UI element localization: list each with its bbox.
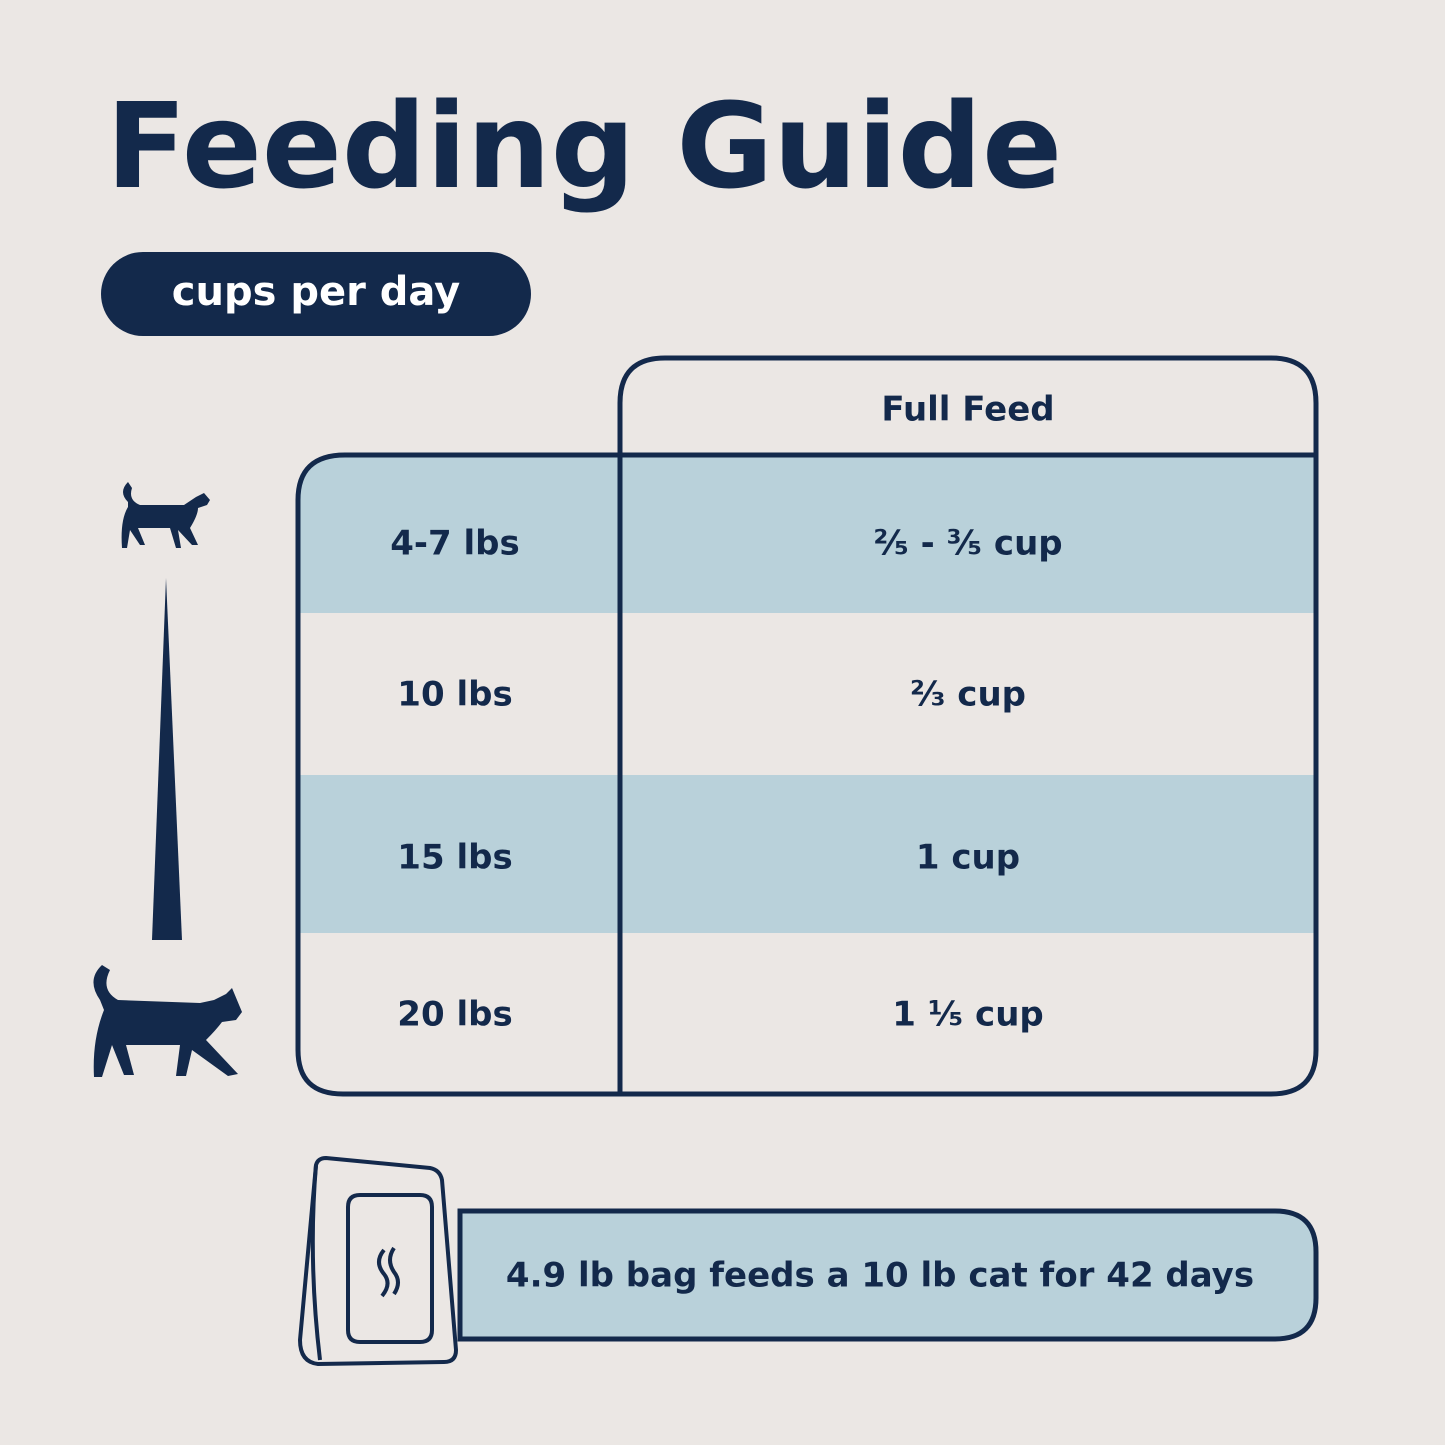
- amount-cell: 1 cup: [916, 838, 1020, 878]
- row-band: [298, 775, 1316, 933]
- amount-cell: ²⁄₃ cup: [910, 675, 1026, 715]
- large-cat: [93, 965, 242, 1077]
- badge: [101, 252, 531, 336]
- weight-cell: 4-7 lbs: [390, 524, 520, 564]
- bag-icon: [298, 1156, 458, 1366]
- weight-cell: 10 lbs: [397, 675, 512, 715]
- small-cat: [121, 482, 210, 548]
- footer-note: 4.9 lb bag feeds a 10 lb cat for 42 days: [506, 1256, 1254, 1296]
- size-wedge: [152, 578, 182, 940]
- footer-box: [457, 1208, 1319, 1342]
- badge-text: cups per day: [172, 269, 460, 315]
- table-border: [295, 452, 1319, 1097]
- weight-cell: 20 lbs: [397, 995, 512, 1035]
- amount-cell: ²⁄₅ - ³⁄₅ cup: [873, 524, 1062, 564]
- weight-cell: 15 lbs: [397, 838, 512, 878]
- amount-cell: 1 ¹⁄₅ cup: [892, 995, 1044, 1035]
- column-header: Full Feed: [881, 390, 1054, 430]
- row-band: [298, 455, 1316, 613]
- title: Feeding Guide: [106, 77, 1062, 215]
